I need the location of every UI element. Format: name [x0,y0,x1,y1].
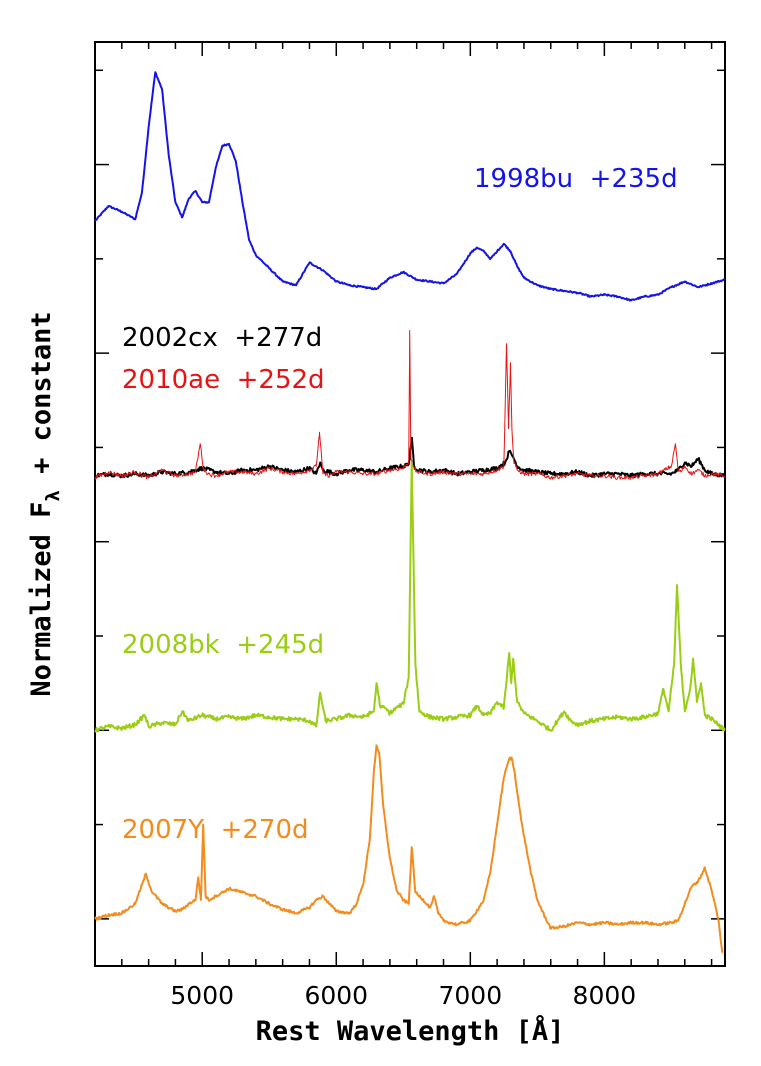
series-line-3 [94,461,726,733]
series-line-0 [94,71,726,302]
y-axis-title-sub: λ [42,490,64,501]
annotation-label: 2010ae +252d [122,365,325,395]
series-layer [94,71,726,953]
x-tick-label: 5000 [170,981,234,1010]
series-line-4 [94,744,724,953]
annotation-label: 2002cx +277d [122,323,322,353]
plot-frame [94,41,726,967]
axis-ticks [94,42,725,966]
annotation-label: 1998bu +235d [474,164,678,194]
annotation-label: 2007Y +270d [122,815,309,845]
x-tick-label: 7000 [439,981,503,1010]
x-tick-labels: 5000 6000 7000 8000 [170,981,636,1010]
series-line-2 [94,330,726,480]
annotations: 1998bu +235d 2002cx +277d 2010ae +252d 2008… [122,164,678,845]
y-axis-title: Normalized Fλ + constant [26,311,64,696]
y-axis-title-suffix: + constant [26,311,57,490]
y-axis-title-main: Normalized F [26,502,57,697]
annotation-label: 2008bk +245d [122,630,324,660]
series-line-1 [94,436,726,479]
x-tick-label: 6000 [304,981,368,1010]
x-axis-title: Rest Wavelength [Å] [256,1015,565,1047]
x-tick-label: 8000 [573,981,637,1010]
